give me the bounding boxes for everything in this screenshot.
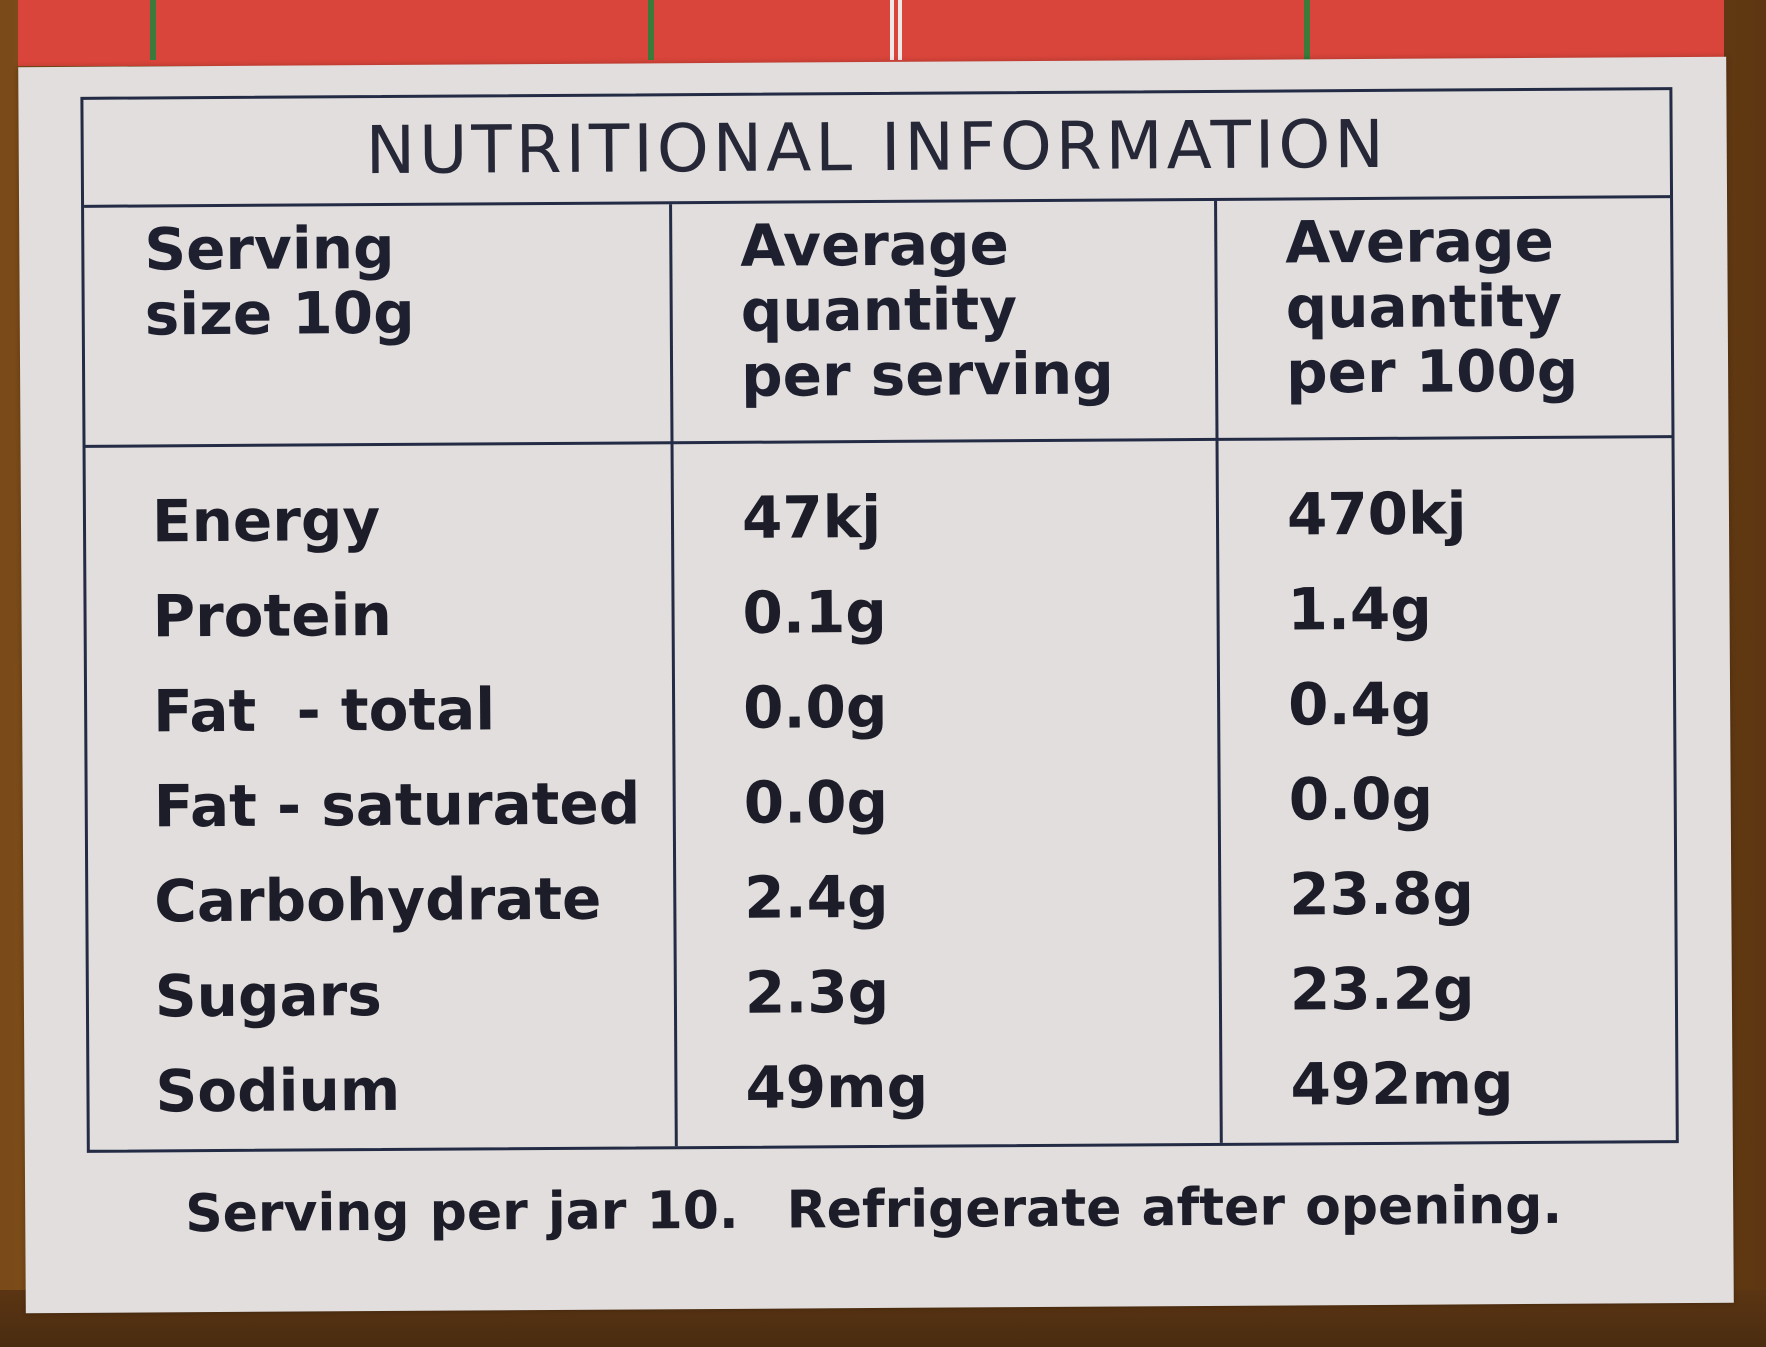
per-100g-value: 0.4g [1287,669,1433,738]
red-label-band [18,0,1724,66]
white-stripe [898,0,902,60]
label-footer: Serving per jar 10. Refrigerate after ope… [185,1176,1562,1244]
header-line: Serving [144,213,395,284]
per-100g-value: 492mg [1290,1048,1514,1118]
per-serving-values: 47kj 0.1g 0.0g 0.0g 2.4g 2.3g 49mg [674,441,1220,1135]
per-100g-values: 470kj 1.4g 0.4g 0.0g 23.8g 23.2g 492mg [1219,438,1676,1132]
nutrient-name: Sugars [154,960,382,1030]
nutrient-name: Carbohydrate [154,864,602,935]
per-serving-value: 47kj [741,482,882,552]
header-line: Average [1285,206,1555,277]
header-line: quantity [740,275,1018,345]
per-100g-value: 470kj [1286,478,1467,548]
per-serving-value: 49mg [745,1052,929,1122]
serving-size-header: Serving size 10g [84,204,671,448]
per-serving-value: 0.0g [742,672,888,742]
nutrient-name: Fat - total [152,674,496,745]
nutrition-table: NUTRITIONAL INFORMATION Serving size 10g… [80,87,1679,1153]
green-stripe [150,0,156,60]
servings-per-jar: Serving per jar 10. [185,1180,739,1245]
header-line: per serving [740,339,1114,410]
nutrient-name: Protein [152,580,392,650]
header-line: Average [740,210,1010,280]
green-stripe [648,0,654,60]
nutrient-rows: Energy Protein Fat - total Fat - saturat… [86,444,675,1139]
table-grid: Serving size 10g Energy Protein Fat - to… [84,198,1676,1150]
nutrition-label: NUTRITIONAL INFORMATION Serving size 10g… [18,56,1734,1314]
table-title: NUTRITIONAL INFORMATION [83,90,1671,208]
per-100g-value: 0.0g [1288,764,1434,833]
white-stripe [890,0,894,60]
per-100g-value: 1.4g [1287,574,1433,643]
per-serving-value: 2.4g [744,862,889,932]
per-serving-column: Average quantity per serving 47kj 0.1g 0… [669,200,1220,1147]
nutrient-name: Fat - saturated [153,768,641,840]
per-serving-value: 0.0g [743,767,889,837]
header-line: quantity [1285,271,1563,342]
header-line: size 10g [144,278,415,349]
per-serving-header: Average quantity per serving [672,200,1216,445]
green-stripe [1304,0,1310,60]
per-100g-column: Average quantity per 100g 470kj 1.4g 0.4… [1214,198,1676,1143]
nutrient-name: Energy [151,485,381,555]
per-100g-value: 23.2g [1289,953,1475,1023]
per-100g-value: 23.8g [1289,858,1475,928]
per-serving-value: 0.1g [742,577,888,647]
header-line: per 100g [1285,336,1579,407]
nutrient-column: Serving size 10g Energy Protein Fat - to… [84,204,675,1150]
per-100g-header: Average quantity per 100g [1217,198,1672,441]
per-serving-value: 2.3g [744,957,890,1027]
storage-instruction: Refrigerate after opening. [786,1175,1563,1241]
nutrient-name: Sodium [155,1055,401,1125]
